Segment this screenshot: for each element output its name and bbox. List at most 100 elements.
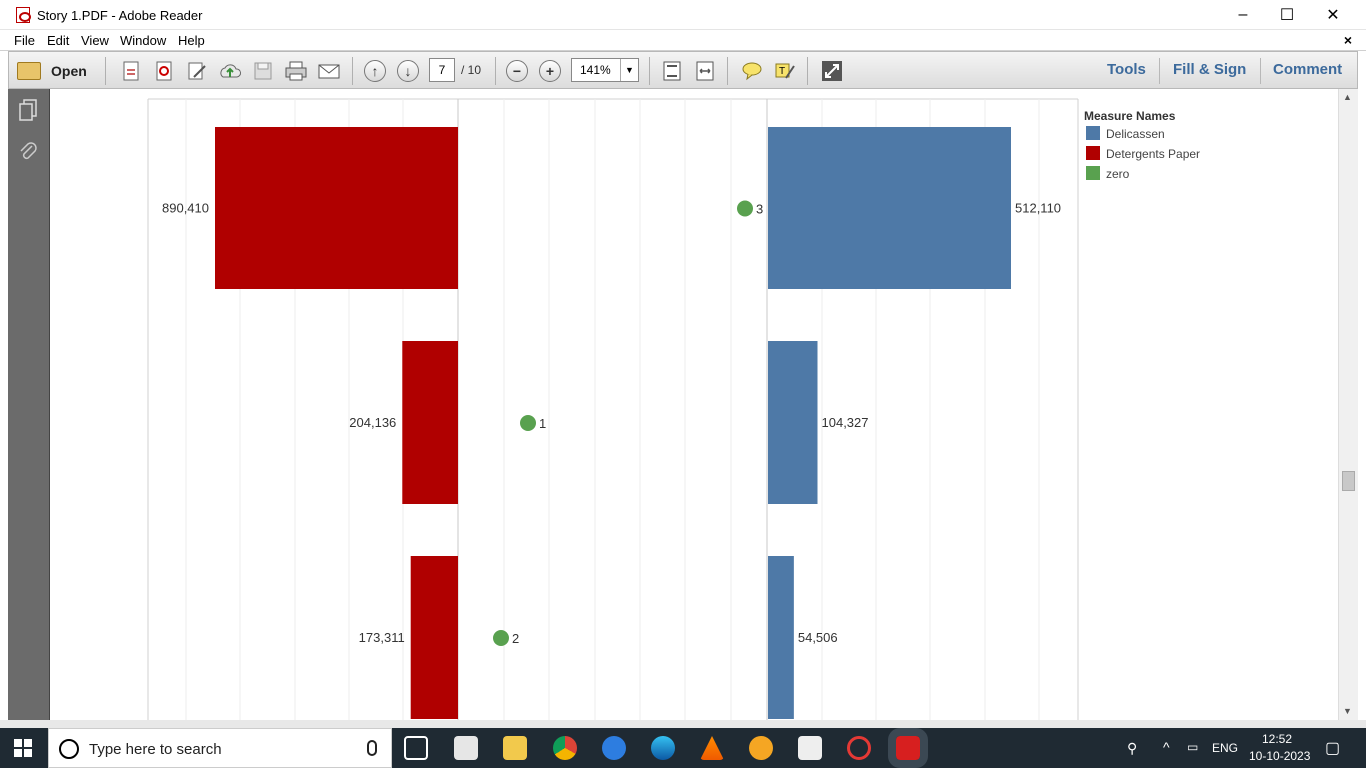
menu-view[interactable]: View: [81, 33, 109, 48]
dot-zero: [520, 415, 536, 431]
microphone-icon[interactable]: [367, 740, 377, 756]
email-icon[interactable]: [317, 59, 341, 83]
export-pdf-icon[interactable]: [152, 59, 176, 83]
next-page-button[interactable]: ↓: [396, 59, 420, 83]
data-label-zero: 2: [512, 631, 519, 646]
vlc-icon[interactable]: [700, 736, 724, 760]
comment-pane-link[interactable]: Comment: [1273, 61, 1343, 78]
menu-window[interactable]: Window: [120, 33, 167, 48]
scrollbar-thumb[interactable]: [1342, 471, 1355, 491]
windows-start-icon[interactable]: [14, 739, 32, 757]
people-icon[interactable]: ⚲: [1127, 740, 1138, 756]
title-bar: Story 1.PDF - Adobe Reader – ☐ ✕: [0, 0, 1366, 30]
dot-zero: [737, 200, 753, 217]
page-number-input[interactable]: 7: [429, 58, 455, 82]
bar-detergents-paper: [410, 556, 458, 719]
file-explorer-icon[interactable]: [503, 736, 527, 760]
save-icon[interactable]: [251, 59, 275, 83]
chevron-down-icon: ▼: [620, 59, 638, 81]
notifications-icon[interactable]: ▢: [1325, 740, 1341, 757]
fit-width-icon[interactable]: [693, 59, 717, 83]
cortana-icon: [59, 739, 79, 759]
zoom-out-button[interactable]: −: [505, 59, 529, 83]
taskbar-search-box[interactable]: Type here to search: [48, 728, 392, 768]
create-pdf-icon[interactable]: [119, 59, 143, 83]
minimize-button[interactable]: –: [1238, 6, 1248, 23]
zoom-in-button[interactable]: +: [538, 59, 562, 83]
edit-pdf-icon[interactable]: [185, 59, 209, 83]
battery-icon[interactable]: ▭: [1187, 740, 1199, 754]
toolbar-separator: [1260, 58, 1261, 84]
store-icon[interactable]: [798, 736, 822, 760]
legend-label-delicassen: Delicassen: [1106, 127, 1165, 141]
scroll-down-icon[interactable]: ▼: [1343, 706, 1352, 716]
fit-page-icon[interactable]: [660, 59, 684, 83]
close-document-button[interactable]: ×: [1343, 32, 1352, 48]
data-label-delicassen: 104,327: [822, 415, 869, 430]
close-button[interactable]: ✕: [1326, 7, 1340, 24]
page-thumbnails-icon[interactable]: [18, 99, 38, 121]
legend-swatch-zero: [1086, 166, 1100, 180]
mail-icon[interactable]: [454, 736, 478, 760]
legend-label-zero: zero: [1106, 167, 1130, 181]
adobe-reader-taskbar-icon[interactable]: [888, 728, 928, 768]
previous-page-button[interactable]: ↑: [363, 59, 387, 83]
tools-pane-link[interactable]: Tools: [1107, 61, 1146, 78]
bar-detergents-paper: [215, 127, 458, 289]
scroll-up-icon[interactable]: ▲: [1343, 92, 1352, 102]
print-icon[interactable]: [284, 59, 308, 83]
attachments-icon[interactable]: [18, 141, 38, 163]
clock-time[interactable]: 12:52: [1262, 732, 1293, 746]
security-app-icon[interactable]: [749, 736, 773, 760]
window-title: Story 1.PDF - Adobe Reader: [37, 8, 203, 23]
open-label: Open: [51, 63, 87, 79]
open-button[interactable]: Open: [17, 59, 87, 83]
folder-icon: [17, 62, 41, 80]
highlight-text-icon[interactable]: T: [773, 59, 797, 83]
clock-date[interactable]: 10-10-2023: [1249, 749, 1311, 763]
language-indicator[interactable]: ENG: [1212, 741, 1239, 755]
menu-bar: File Edit View Window Help ×: [0, 30, 1366, 51]
toolbar-separator: [1159, 58, 1160, 84]
menu-file[interactable]: File: [14, 33, 35, 48]
zoom-select[interactable]: 141% ▼: [571, 58, 639, 82]
taskbar: Type here to search ⚲ ^ ▭ ENG 12:52 10-1…: [0, 728, 1366, 768]
legend-label-detergents-paper: Detergents Paper: [1106, 147, 1201, 161]
document-view[interactable]: 890,410 512,110 3 204,136 104,327 1 173,311 54,…: [51, 89, 1338, 720]
legend-title: Measure Names: [1084, 109, 1176, 123]
toolbar-separator: [495, 57, 496, 85]
edge-icon[interactable]: [651, 736, 675, 760]
data-label-delicassen: 512,110: [1015, 201, 1061, 216]
adobe-reader-icon: [16, 7, 31, 23]
toolbar-separator: [649, 57, 650, 85]
media-player-icon[interactable]: [602, 736, 626, 760]
menu-edit[interactable]: Edit: [47, 33, 70, 48]
vertical-scrollbar[interactable]: ▲ ▼: [1338, 89, 1358, 720]
arrow-up-icon: ↑: [364, 60, 386, 82]
data-label-detergents-paper: 890,410: [162, 201, 209, 216]
upload-cloud-icon[interactable]: [218, 59, 242, 83]
full-screen-icon[interactable]: [820, 59, 844, 83]
toolbar-separator: [352, 57, 353, 85]
fill-sign-pane-link[interactable]: Fill & Sign: [1173, 61, 1247, 78]
menu-help[interactable]: Help: [178, 33, 205, 48]
zoom-value: 141%: [580, 63, 611, 77]
arrow-down-icon: ↓: [397, 60, 419, 82]
data-label-delicassen: 54,506: [798, 630, 838, 645]
toolbar-separator: [727, 57, 728, 85]
bar-chart: 890,410 512,110 3 204,136 104,327 1 173,311 54,…: [147, 98, 1079, 720]
status-bar: [0, 720, 1366, 728]
maximize-button[interactable]: ☐: [1279, 7, 1295, 24]
recorder-icon[interactable]: [847, 736, 871, 760]
data-label-zero: 3: [756, 202, 763, 217]
search-placeholder: Type here to search: [89, 741, 222, 758]
sticky-note-icon[interactable]: [740, 59, 764, 83]
bar-delicassen: [768, 127, 1011, 289]
task-view-icon[interactable]: [404, 736, 428, 760]
data-label-detergents-paper: 204,136: [349, 415, 396, 430]
chrome-icon[interactable]: [553, 736, 577, 760]
bar-delicassen: [768, 556, 794, 719]
svg-text:T: T: [779, 66, 785, 77]
tray-chevron-up-icon[interactable]: ^: [1163, 739, 1170, 755]
data-label-zero: 1: [539, 416, 546, 431]
